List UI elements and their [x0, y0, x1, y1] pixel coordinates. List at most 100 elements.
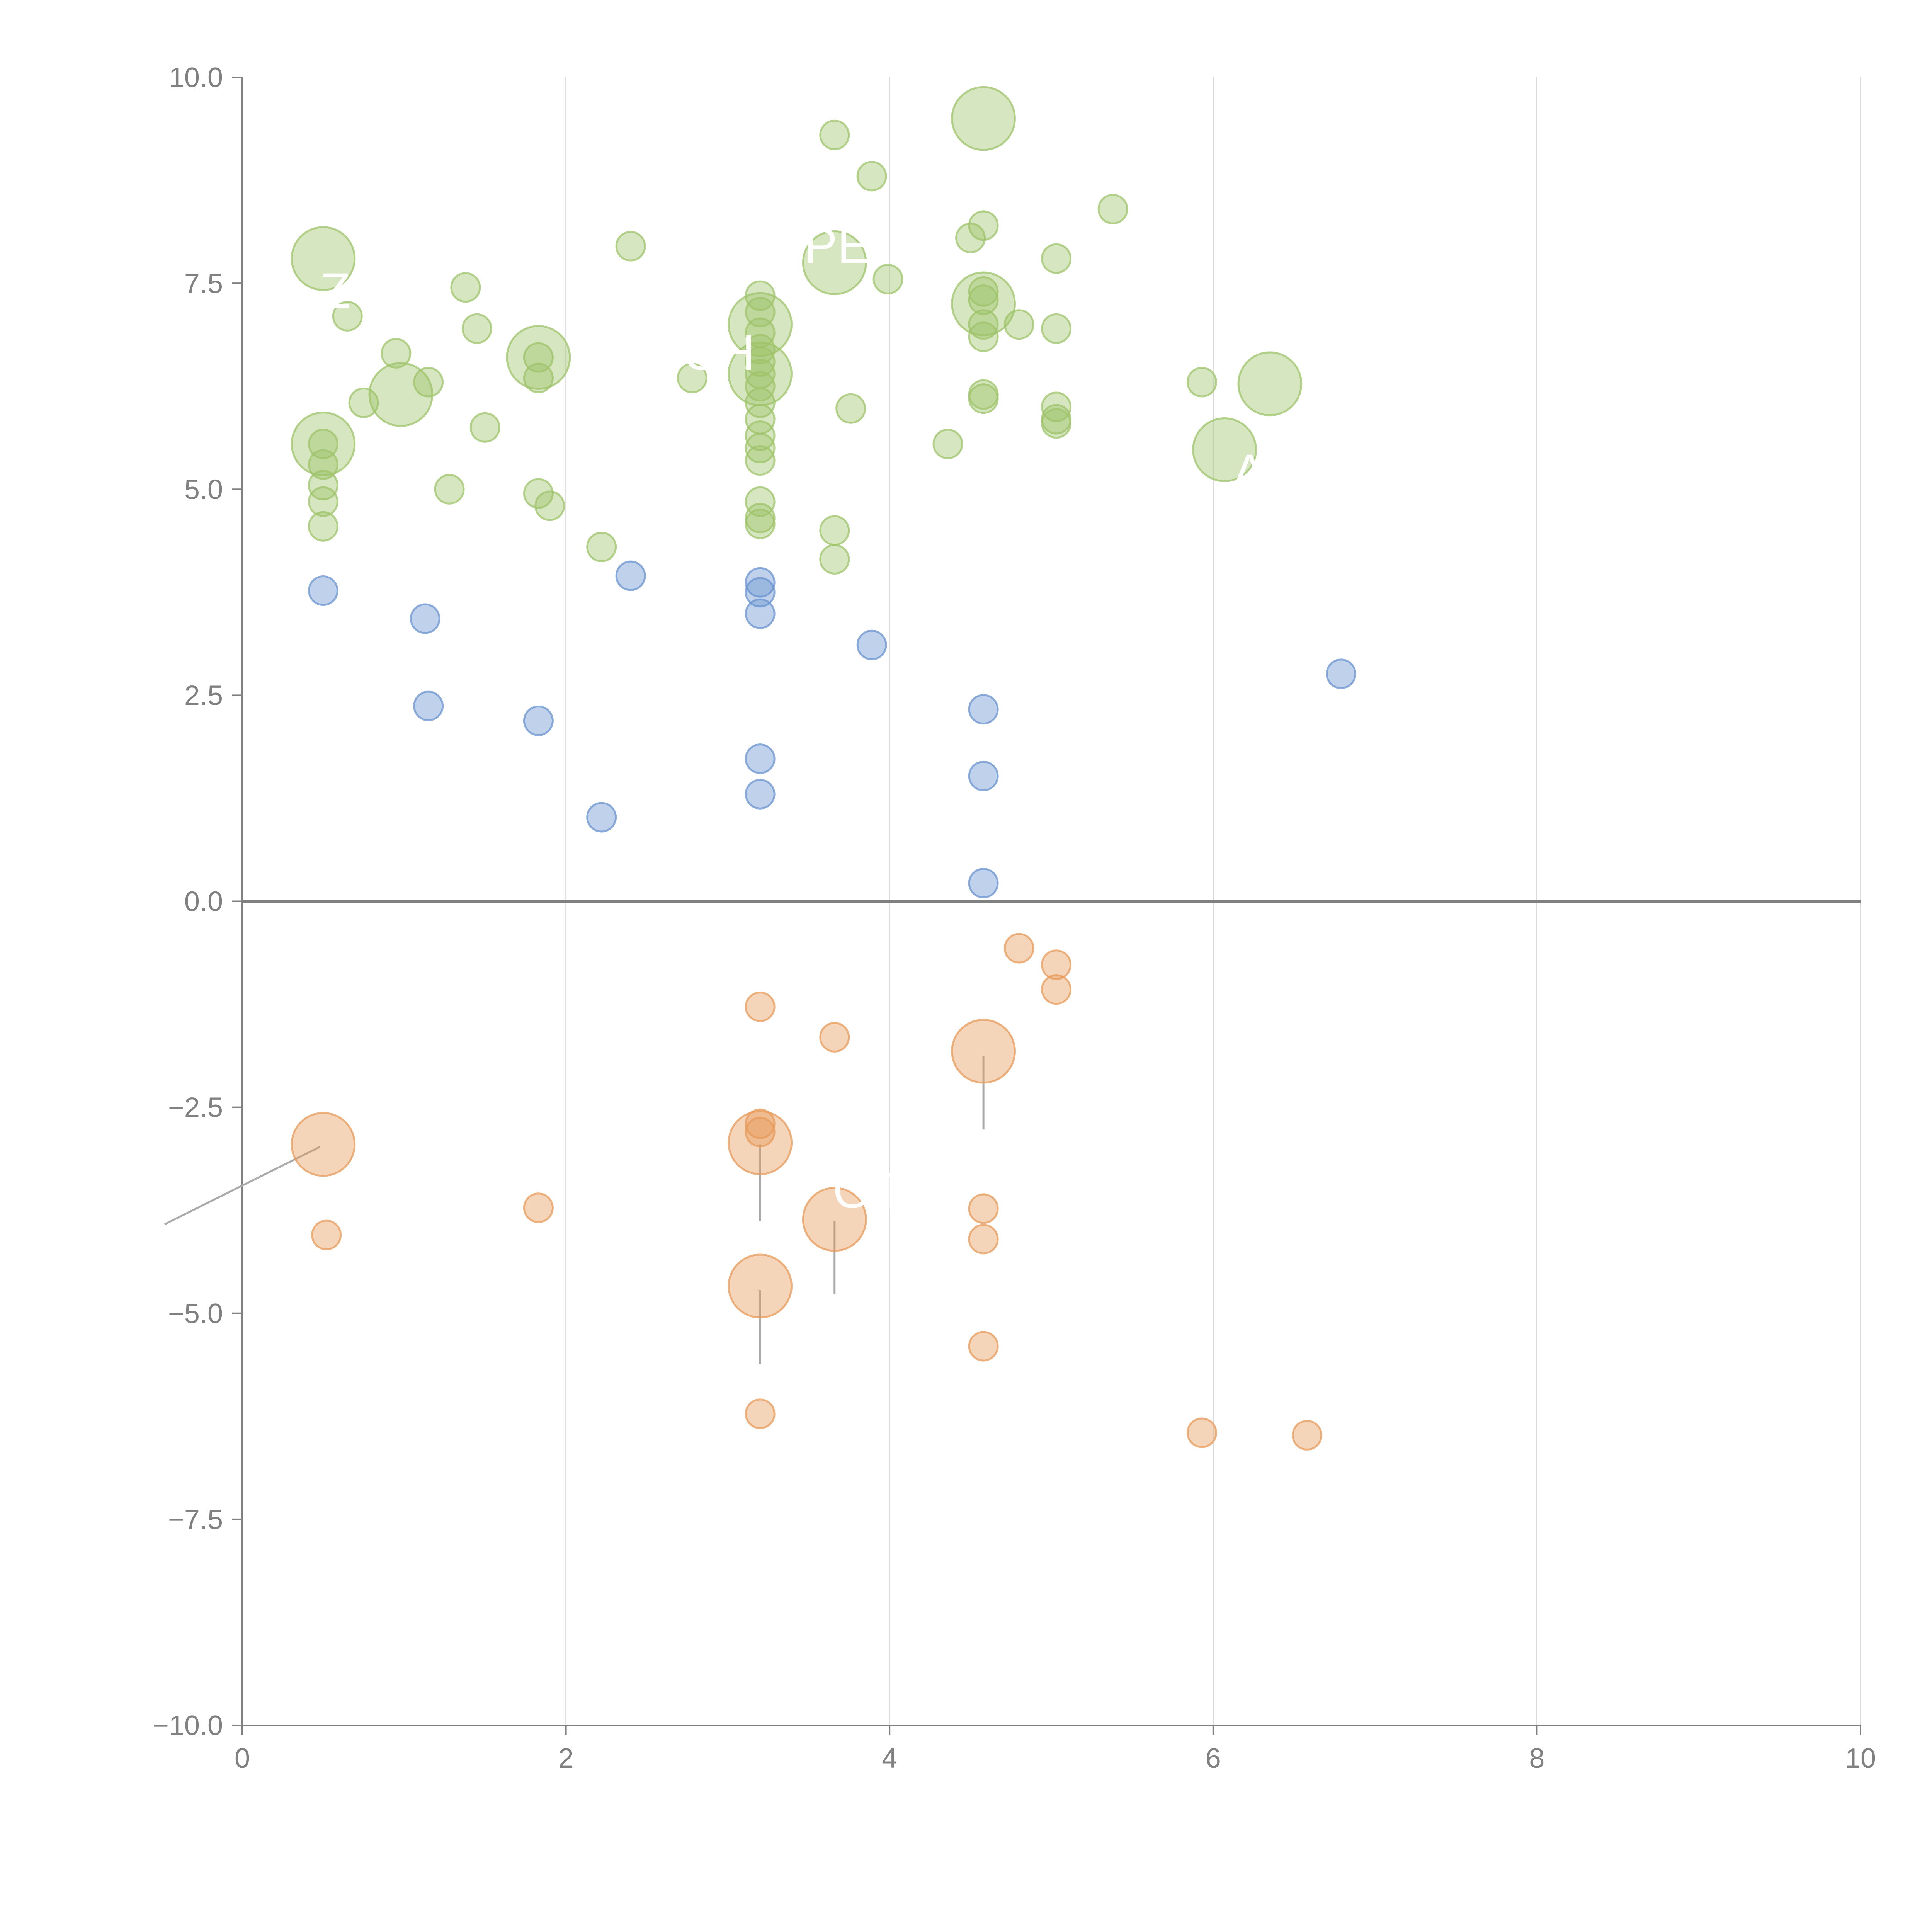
bubble-blue — [968, 868, 999, 899]
bubble-green — [835, 393, 866, 424]
bubble-leader-line — [164, 1146, 321, 1225]
bubble-green — [745, 334, 776, 365]
bubble-green — [856, 161, 887, 192]
bubble-blue — [856, 629, 887, 660]
bubble-green — [291, 412, 356, 476]
bubble-blue — [308, 575, 338, 606]
bubble-green — [819, 515, 850, 546]
bubble-blue — [745, 577, 776, 608]
x-tick-label: 0 — [235, 1743, 250, 1774]
bubble-orange — [951, 1019, 1016, 1084]
bubble-green — [332, 301, 363, 332]
bubble-green — [951, 86, 1016, 151]
bubble-green — [523, 478, 554, 509]
bubble-green — [745, 433, 776, 464]
bubble-blue — [1326, 658, 1357, 689]
bubble-green — [586, 532, 617, 563]
bubble-green — [1237, 351, 1303, 417]
y-tick-label: 7.5 — [184, 268, 223, 299]
bubble-green — [745, 509, 776, 539]
bubble-blue — [745, 743, 776, 774]
bubble-layer — [291, 86, 1357, 1451]
bubble-orange — [819, 1022, 850, 1053]
bubble-green — [745, 387, 776, 418]
label-leader-line — [322, 213, 337, 255]
bubble-green — [802, 230, 867, 295]
bubble-green — [728, 292, 793, 357]
bubble-orange — [523, 1192, 554, 1223]
bubble-green — [368, 362, 434, 427]
bubble-green — [955, 223, 986, 253]
label-layer: Z CH PE A OT — [320, 217, 1266, 1219]
bubble-blue — [523, 705, 554, 736]
bubble-green — [745, 420, 776, 451]
leader-layer — [164, 113, 1270, 1364]
bubble-green — [461, 313, 492, 344]
x-tick-label: 8 — [1529, 1743, 1544, 1774]
bubble-green — [745, 371, 776, 402]
y-tick-label: 10.0 — [169, 62, 223, 93]
bubble-orange — [291, 1112, 356, 1177]
bubble-green — [413, 367, 444, 398]
bubble-green — [745, 280, 776, 311]
bubble-green — [968, 383, 999, 414]
bubble-green — [450, 272, 481, 303]
bubble-label: A — [1233, 444, 1266, 500]
bubble-orange — [1041, 949, 1072, 980]
bubble-green — [1041, 243, 1072, 274]
bubble-green — [291, 226, 356, 291]
x-tick-label: 10 — [1845, 1743, 1876, 1774]
bubble-orange — [745, 1117, 776, 1148]
bubble-blue — [745, 567, 776, 598]
bubble-blue — [615, 560, 646, 591]
bubble-green — [615, 231, 646, 262]
bubble-leader-line — [986, 113, 1019, 120]
bubble-orange — [745, 1398, 776, 1429]
bubble-leader-line — [322, 411, 328, 436]
bubble-green — [1041, 313, 1072, 344]
bubble-label: Z — [320, 262, 350, 319]
y-tick-label: 2.5 — [184, 680, 223, 711]
bubble-orange — [728, 1110, 793, 1175]
bubble-green — [308, 470, 338, 501]
bubble-green — [308, 511, 338, 542]
bubble-green — [1186, 367, 1217, 398]
bubble-orange — [1186, 1417, 1217, 1448]
x-tick-label: 6 — [1206, 1743, 1221, 1774]
bubble-blue — [410, 603, 440, 634]
bubble-orange — [968, 1331, 999, 1362]
bubble-green — [968, 210, 999, 241]
bubble-green — [745, 445, 776, 476]
bubble-green — [308, 486, 338, 517]
bubble-green — [534, 490, 565, 521]
bubble-green — [506, 325, 571, 390]
bubble-blue — [968, 694, 999, 725]
bubble-orange — [745, 1108, 776, 1139]
bubble-green — [1041, 408, 1072, 439]
bubble-orange — [1003, 933, 1034, 964]
bubble-orange — [1041, 974, 1072, 1005]
bubble-orange — [802, 1187, 867, 1252]
axis-layer: 0 2 4 6 8 10 10.0 7.5 5.0 2.5 0.0 −2.5 −5.0 −7.5 −10.0 — [153, 62, 1876, 1774]
bubble-blue — [586, 802, 617, 833]
bubble-leader-line — [403, 398, 418, 424]
bubble-green — [872, 264, 903, 294]
bubble-green — [951, 271, 1016, 337]
bubble-green — [968, 284, 999, 315]
bubble-green — [745, 346, 776, 377]
y-tick-label: −5.0 — [168, 1298, 223, 1329]
bubble-green — [968, 276, 999, 307]
y-tick-label: −2.5 — [168, 1092, 223, 1123]
bubble-green — [932, 429, 963, 459]
y-tick-label: 5.0 — [184, 474, 223, 505]
bubble-green — [819, 119, 850, 150]
y-tick-label: −7.5 — [168, 1504, 223, 1535]
bubble-green — [745, 486, 776, 517]
bubble-blue — [745, 598, 776, 629]
bubble-green — [348, 387, 379, 418]
bubble-orange — [1292, 1420, 1323, 1451]
bubble-green — [819, 544, 850, 575]
bubble-orange — [728, 1253, 793, 1319]
bubble-green — [381, 338, 412, 369]
